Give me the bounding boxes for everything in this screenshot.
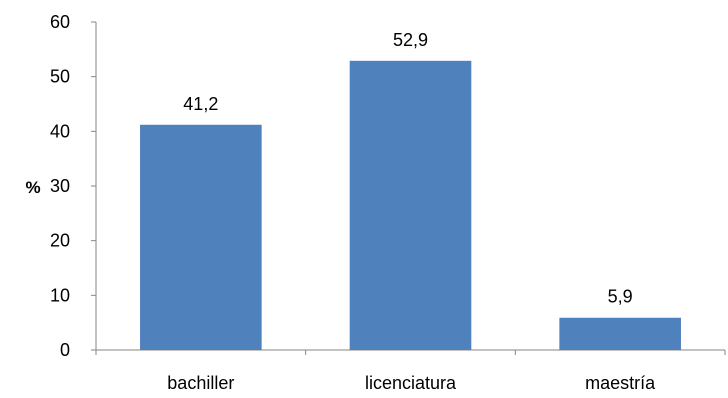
y-tick-label: 60	[50, 12, 70, 32]
bars	[140, 60, 681, 351]
x-axis: bachiller licenciatura maestría	[95, 349, 726, 393]
data-label: 52,9	[393, 30, 428, 50]
bar-licenciatura	[349, 60, 472, 351]
y-tick-label: 30	[50, 176, 70, 196]
bar-maestría	[559, 317, 681, 350]
y-tick-label: 0	[60, 340, 70, 360]
y-axis: 0 10 20 30 40 50 60	[50, 12, 97, 360]
y-tick-label: 40	[50, 121, 70, 141]
data-label: 41,2	[183, 94, 218, 114]
y-tick-label: 20	[50, 231, 70, 251]
data-labels: 41,2 52,9 5,9	[183, 30, 632, 307]
bar-bachiller	[140, 124, 262, 350]
data-label: 5,9	[608, 287, 633, 307]
x-tick-label: bachiller	[167, 373, 234, 393]
x-tick-label: maestría	[585, 373, 656, 393]
y-tick-label: 50	[50, 67, 70, 87]
x-tick-label: licenciatura	[365, 373, 457, 393]
y-tick-label: 10	[50, 285, 70, 305]
y-axis-label: %	[25, 178, 40, 197]
